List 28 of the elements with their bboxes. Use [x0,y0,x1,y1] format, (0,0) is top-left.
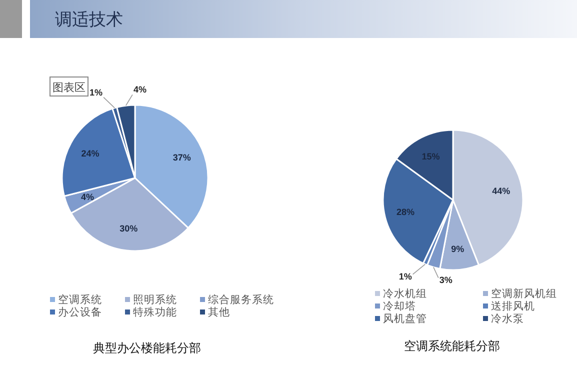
data-label: 37% [172,152,191,163]
legend-label: 送排风机 [491,300,535,312]
data-label: 4% [80,192,94,202]
legend-label: 照明系统 [133,293,177,306]
legend-label: 办公设备 [58,306,102,318]
data-label: 30% [120,224,138,234]
data-label: 28% [396,207,415,218]
data-label: 9% [451,244,464,254]
data-label: 3% [439,274,452,285]
data-label: 44% [492,186,510,196]
legend-label: 空调系统 [58,293,102,306]
legend-label: 冷水机组 [383,287,427,300]
legend-label: 特殊功能 [133,306,177,318]
data-label: 1% [398,271,412,282]
text: 典型办公楼能耗分部 [93,341,201,355]
legend-label: 空调新风机组 [491,287,557,300]
data-label: 4% [133,84,146,95]
legend-label: 其他 [208,306,230,318]
text: 空调系统能耗分部 [404,339,500,353]
data-label: 15% [422,151,440,162]
legend-label: 风机盘管 [383,313,427,325]
legend-label: 综合服务系统 [208,293,274,306]
legend-label: 冷却塔 [383,300,416,312]
text: 图表区 [52,81,86,94]
data-label: 1% [90,87,103,98]
text: 调适技术 [55,10,123,29]
legend-label: 冷水泵 [491,312,524,325]
data-label: 24% [81,148,100,158]
